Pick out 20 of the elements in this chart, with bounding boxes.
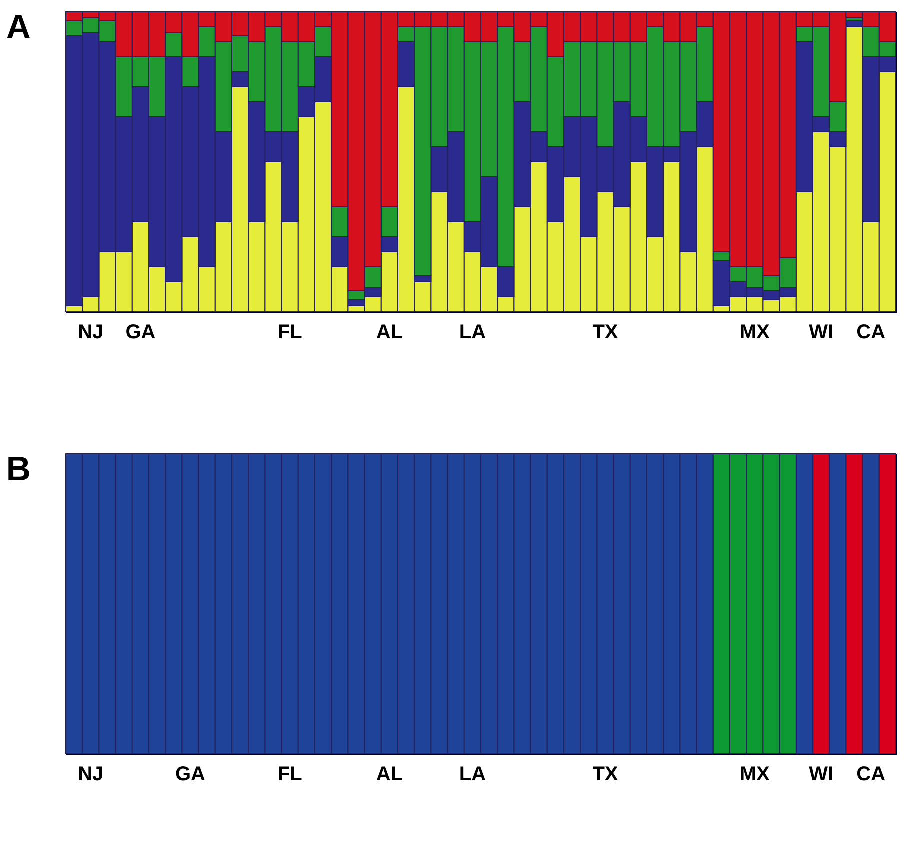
chart-title: A <box>6 8 31 46</box>
chart-title: B <box>6 450 31 488</box>
x-tick-label: MX <box>740 764 771 786</box>
x-tick-label: WI <box>809 764 834 786</box>
x-tick-label: CA <box>856 322 886 344</box>
x-tick-label: LA <box>459 322 486 344</box>
x-tick-label: GA <box>126 322 156 344</box>
x-tick-label: NJ <box>78 764 104 786</box>
x-tick-label: FL <box>278 322 302 344</box>
x-tick-label: CA <box>856 764 886 786</box>
x-tick-label: AL <box>376 764 404 786</box>
x-tick-label: TX <box>592 764 619 786</box>
x-tick-label: LA <box>459 764 486 786</box>
x-tick-label: GA <box>176 764 206 786</box>
x-tick-label: TX <box>592 322 619 344</box>
x-tick-label: WI <box>809 322 834 344</box>
x-tick-label: FL <box>278 764 302 786</box>
x-tick-label: MX <box>740 322 771 344</box>
x-tick-label: AL <box>376 322 404 344</box>
x-tick-label: NJ <box>78 322 104 344</box>
